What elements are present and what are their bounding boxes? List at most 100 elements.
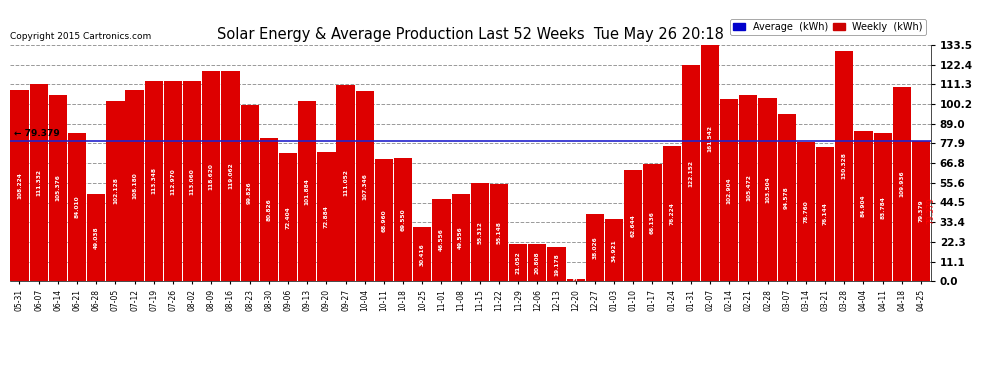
Text: 66.136: 66.136 xyxy=(650,211,655,234)
Bar xyxy=(241,105,258,281)
Bar xyxy=(566,279,585,281)
Text: 69.550: 69.550 xyxy=(401,209,406,231)
Bar xyxy=(259,138,278,281)
Text: 84.904: 84.904 xyxy=(861,195,866,217)
Bar xyxy=(893,87,911,281)
Text: 34.921: 34.921 xyxy=(612,239,617,262)
Text: 79.379: 79.379 xyxy=(926,198,936,224)
Legend: Average  (kWh), Weekly  (kWh): Average (kWh), Weekly (kWh) xyxy=(731,19,926,35)
Text: 72.404: 72.404 xyxy=(285,206,290,228)
Bar xyxy=(854,131,872,281)
Text: 55.148: 55.148 xyxy=(497,221,502,244)
Bar xyxy=(740,94,757,281)
Bar xyxy=(126,90,144,281)
Text: 118.620: 118.620 xyxy=(209,163,214,190)
Text: 113.060: 113.060 xyxy=(190,168,195,195)
Bar xyxy=(758,98,777,281)
Bar xyxy=(662,146,681,281)
Text: 112.970: 112.970 xyxy=(170,168,175,195)
Text: 19.178: 19.178 xyxy=(554,253,559,276)
Text: 72.884: 72.884 xyxy=(324,206,329,228)
Bar xyxy=(298,101,317,281)
Text: 161.542: 161.542 xyxy=(708,125,713,152)
Text: 111.052: 111.052 xyxy=(344,170,348,196)
Text: 113.348: 113.348 xyxy=(151,168,156,195)
Text: 49.038: 49.038 xyxy=(94,226,99,249)
Bar xyxy=(797,142,815,281)
Text: 84.010: 84.010 xyxy=(74,196,79,218)
Text: ← 79.379: ← 79.379 xyxy=(14,129,59,138)
Text: 108.180: 108.180 xyxy=(132,172,137,199)
Text: 103.504: 103.504 xyxy=(765,176,770,203)
Text: 78.760: 78.760 xyxy=(804,200,809,223)
Text: 94.578: 94.578 xyxy=(784,186,789,209)
Bar xyxy=(106,100,125,281)
Bar xyxy=(490,184,508,281)
Bar xyxy=(279,153,297,281)
Text: 130.328: 130.328 xyxy=(842,153,846,179)
Text: 38.026: 38.026 xyxy=(592,236,597,259)
Text: 1.030: 1.030 xyxy=(573,271,578,290)
Text: 79.379: 79.379 xyxy=(919,200,924,222)
Bar xyxy=(30,84,48,281)
Text: 107.346: 107.346 xyxy=(362,173,367,200)
Text: 83.784: 83.784 xyxy=(880,196,885,219)
Text: 99.826: 99.826 xyxy=(248,182,252,204)
Bar xyxy=(317,152,336,281)
Bar xyxy=(873,133,892,281)
Bar xyxy=(605,219,624,281)
Bar xyxy=(163,81,182,281)
Text: 105.376: 105.376 xyxy=(55,175,60,201)
Text: 108.224: 108.224 xyxy=(17,172,22,199)
Text: 80.826: 80.826 xyxy=(266,198,271,221)
Bar xyxy=(222,70,240,281)
Bar xyxy=(10,90,29,281)
Bar xyxy=(586,214,604,281)
Bar xyxy=(394,158,412,281)
Bar xyxy=(470,183,489,281)
Bar xyxy=(777,114,796,281)
Text: 102.128: 102.128 xyxy=(113,177,118,204)
Title: Solar Energy & Average Production Last 52 Weeks  Tue May 26 20:18: Solar Energy & Average Production Last 5… xyxy=(217,27,724,42)
Bar xyxy=(375,159,393,281)
Text: 101.884: 101.884 xyxy=(305,178,310,204)
Bar xyxy=(912,141,931,281)
Bar xyxy=(87,195,105,281)
Text: 102.904: 102.904 xyxy=(727,177,732,204)
Bar xyxy=(451,194,470,281)
Text: 109.936: 109.936 xyxy=(899,171,904,197)
Text: 20.808: 20.808 xyxy=(535,252,540,274)
Bar xyxy=(529,244,546,281)
Bar xyxy=(68,133,86,281)
Bar xyxy=(337,85,354,281)
Text: 105.472: 105.472 xyxy=(745,174,750,201)
Bar xyxy=(183,81,201,281)
Bar xyxy=(836,51,853,281)
Bar xyxy=(509,244,528,281)
Bar xyxy=(145,81,163,281)
Text: 119.062: 119.062 xyxy=(228,162,233,189)
Text: 122.152: 122.152 xyxy=(688,160,693,187)
Text: Copyright 2015 Cartronics.com: Copyright 2015 Cartronics.com xyxy=(10,32,151,41)
Text: 55.312: 55.312 xyxy=(477,221,482,244)
Bar xyxy=(49,95,67,281)
Bar xyxy=(682,65,700,281)
Text: 62.644: 62.644 xyxy=(631,214,636,237)
Text: 111.332: 111.332 xyxy=(37,169,42,196)
Text: 46.556: 46.556 xyxy=(439,229,444,252)
Bar xyxy=(413,227,432,281)
Text: 30.416: 30.416 xyxy=(420,243,425,266)
Bar xyxy=(355,91,374,281)
Bar xyxy=(202,71,221,281)
Bar xyxy=(644,164,661,281)
Bar xyxy=(433,199,450,281)
Bar xyxy=(624,170,643,281)
Bar xyxy=(720,99,739,281)
Text: 76.224: 76.224 xyxy=(669,202,674,225)
Text: 21.052: 21.052 xyxy=(516,251,521,274)
Bar xyxy=(701,0,719,281)
Text: 68.960: 68.960 xyxy=(381,209,386,231)
Bar xyxy=(547,247,565,281)
Text: 49.556: 49.556 xyxy=(458,226,463,249)
Text: 76.144: 76.144 xyxy=(823,202,828,225)
